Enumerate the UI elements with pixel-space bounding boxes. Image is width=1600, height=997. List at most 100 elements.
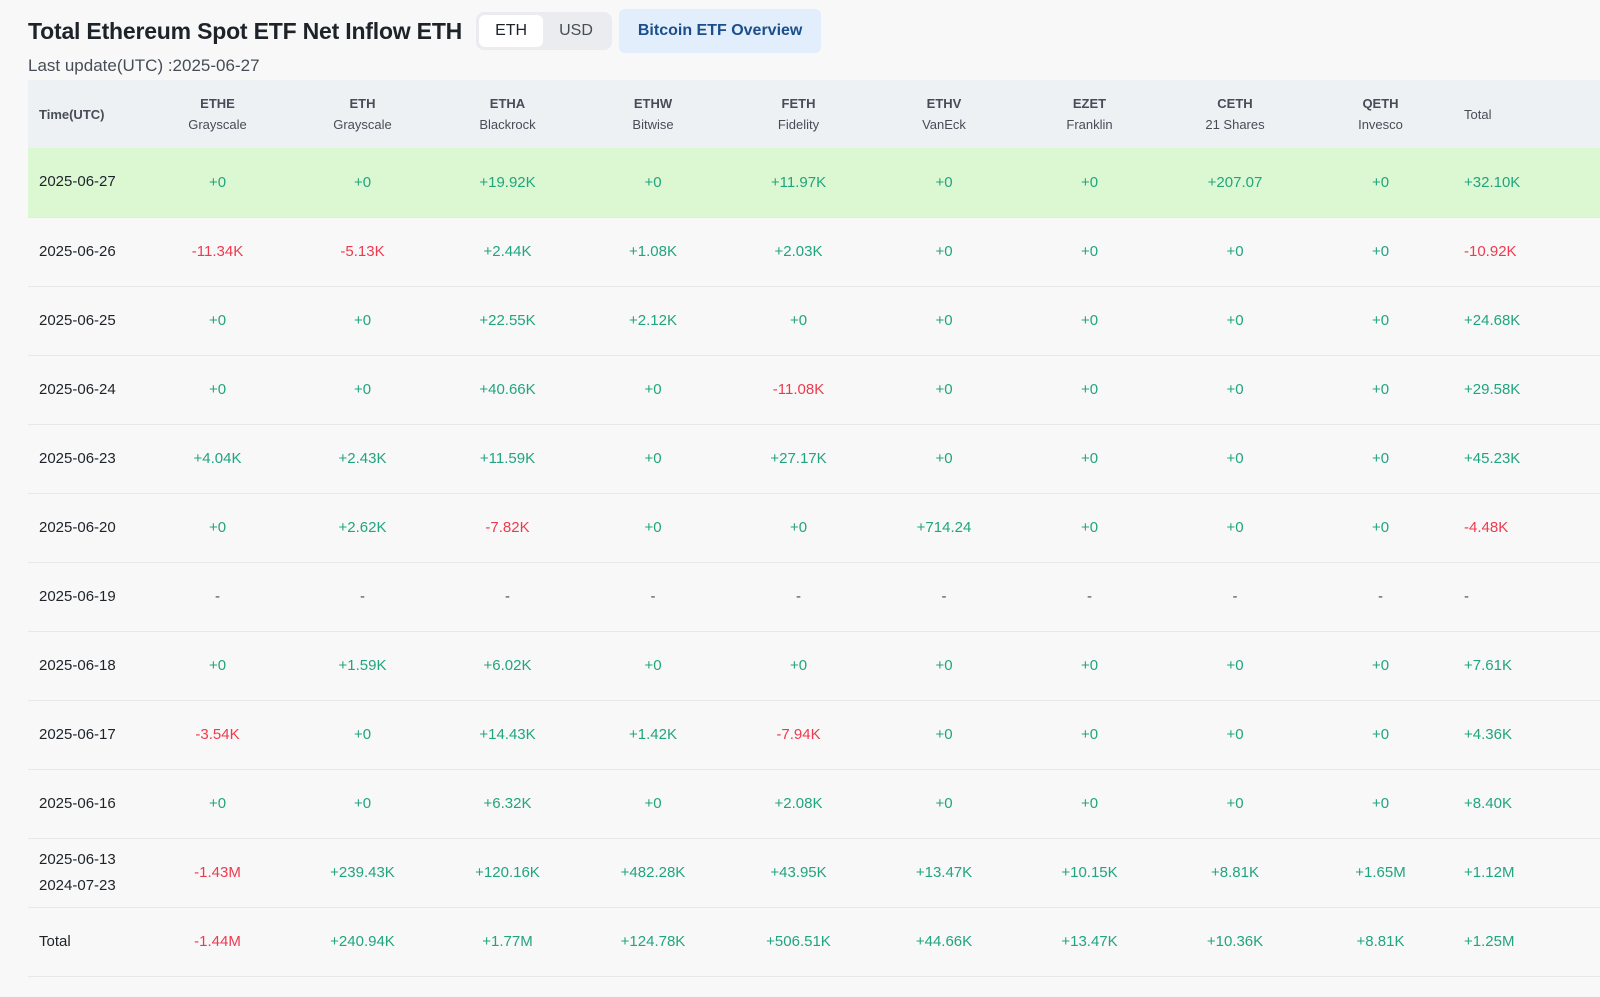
cell-ethw: +0	[644, 173, 662, 191]
row-date: 2025-06-17	[28, 700, 145, 769]
cell-ethv: +0	[935, 381, 953, 398]
cell-ethv: -	[941, 588, 947, 605]
cell-ethe: -11.34K	[191, 243, 244, 260]
bitcoin-etf-overview-button[interactable]: Bitcoin ETF Overview	[618, 9, 822, 53]
cell-ethv: +0	[935, 312, 953, 329]
cell-total: -4.48K	[1464, 519, 1509, 536]
page-title: Total Ethereum Spot ETF Net Inflow ETH	[28, 17, 463, 44]
row-date-text: 2025-06-16	[39, 794, 116, 812]
column-header-total: Total	[1464, 106, 1492, 122]
column-issuer: Invesco	[1358, 117, 1403, 132]
cell-ethe: +0	[208, 795, 227, 812]
column-header-ethw: ETHW Bitwise	[580, 80, 726, 148]
cell-ethv: +0	[935, 173, 953, 191]
cell-feth: +0	[789, 312, 808, 329]
cell-ezet: +0	[1080, 312, 1099, 329]
column-ticker: ETH	[349, 96, 376, 111]
cell-etha: +2.44K	[483, 243, 532, 260]
cell-ezet: +10.15K	[1061, 864, 1118, 881]
last-update-text: Last update(UTC) :2025-06-27	[28, 56, 260, 75]
column-issuer: Grayscale	[188, 117, 247, 132]
column-issuer: VanEck	[922, 117, 966, 132]
cell-qeth: +0	[1371, 243, 1390, 260]
table-row: 2025-06-13 2024-07-23 -1.43M +239.43K +120.1…	[28, 838, 1600, 907]
cell-qeth: +1.65M	[1355, 864, 1406, 881]
row-date: 2025-06-13 2024-07-23	[28, 838, 145, 907]
cell-ezet: +0	[1080, 657, 1099, 674]
column-issuer: Bitwise	[632, 117, 674, 132]
row-date: 2025-06-25	[28, 286, 145, 355]
cell-feth: +506.51K	[766, 933, 831, 950]
cell-ethe: -3.54K	[195, 726, 240, 743]
table-row: 2025-06-27 +0 +0 +19.92K +0 +11.97K +0 +0 +207.0…	[28, 148, 1600, 217]
table-header-row: Time(UTC) ETHE Grayscale ETH Grayscale ETHA B…	[28, 80, 1600, 148]
cell-etha: +120.16K	[475, 864, 540, 881]
cell-ethw: +2.12K	[629, 312, 677, 329]
cell-etha: +14.43K	[479, 726, 536, 743]
cell-feth: -7.94K	[776, 726, 821, 743]
cell-feth: -11.08K	[772, 381, 825, 398]
cell-ceth: +0	[1226, 657, 1244, 674]
cell-etha: +40.66K	[479, 381, 536, 398]
cell-feth: +2.03K	[774, 243, 823, 260]
cell-feth: +43.95K	[770, 864, 827, 881]
row-date: 2025-06-16	[28, 769, 145, 838]
cell-ethw: -	[650, 588, 656, 605]
table-row: 2025-06-23 +4.04K +2.43K +11.59K +0 +27.17K +0…	[28, 424, 1600, 493]
cell-etha: +1.77M	[482, 933, 533, 950]
row-date: 2025-06-19	[28, 562, 145, 631]
cell-etha: +6.32K	[483, 795, 532, 812]
cell-ceth: +0	[1226, 519, 1244, 536]
cell-ceth: -	[1232, 588, 1238, 605]
table-row: 2025-06-20 +0 +2.62K -7.82K +0 +0 +714.24 +0 +0 +…	[28, 493, 1600, 562]
cell-ethv: +44.66K	[915, 933, 973, 950]
cell-ethv: +0	[935, 450, 953, 467]
row-date-range-start: 2024-07-23	[39, 876, 116, 894]
cell-qeth: -	[1378, 588, 1383, 605]
cell-ethe: +0	[208, 312, 227, 329]
row-date-text: 2025-06-27	[39, 173, 116, 191]
cell-total: +24.68K	[1464, 312, 1521, 329]
cell-ethw: +0	[644, 381, 662, 398]
cell-ceth: +0	[1226, 381, 1244, 398]
row-date-text: 2025-06-19	[39, 587, 116, 605]
column-ticker: FETH	[781, 96, 816, 111]
column-issuer: 21 Shares	[1205, 117, 1265, 132]
cell-ceth: +207.07	[1207, 173, 1263, 191]
cell-total: -10.92K	[1464, 243, 1517, 260]
cell-total: +8.40K	[1464, 795, 1512, 812]
cell-total: -	[1464, 588, 1469, 605]
cell-ezet: +0	[1080, 519, 1099, 536]
cell-ethe: +0	[208, 381, 227, 398]
unit-toggle-eth[interactable]: ETH	[479, 15, 544, 47]
column-issuer: Blackrock	[479, 117, 536, 132]
etf-flow-table-container: Time(UTC) ETHE Grayscale ETH Grayscale ETHA B…	[28, 80, 1600, 977]
column-header-ceth: CETH 21 Shares	[1162, 80, 1308, 148]
cell-ezet: -	[1087, 588, 1092, 605]
cell-total: +29.58K	[1464, 381, 1521, 398]
cell-ethe: +0	[208, 173, 227, 191]
column-ticker: QETH	[1362, 96, 1399, 111]
title-row: Total Ethereum Spot ETF Net Inflow ETH E…	[28, 8, 1600, 54]
cell-ceth: +8.81K	[1211, 864, 1259, 881]
cell-etha: +19.92K	[479, 173, 536, 191]
unit-toggle-usd[interactable]: USD	[559, 22, 593, 39]
cell-ethw: +0	[644, 450, 662, 467]
cell-ethw: +124.78K	[620, 933, 686, 950]
cell-ezet: +0	[1080, 381, 1099, 398]
cell-ethv: +714.24	[916, 519, 972, 536]
cell-ceth: +0	[1226, 726, 1244, 743]
cell-ethw: +1.42K	[629, 726, 677, 743]
table-row: 2025-06-17 -3.54K +0 +14.43K +1.42K -7.94K +0 +…	[28, 700, 1600, 769]
cell-etha: +22.55K	[479, 312, 536, 329]
column-ticker: ETHA	[489, 96, 526, 111]
column-issuer: Fidelity	[777, 117, 820, 132]
row-date-text: 2025-06-26	[39, 242, 116, 260]
table-row: 2025-06-24 +0 +0 +40.66K +0 -11.08K +0 +0 +0 +0 +2…	[28, 355, 1600, 424]
cell-ceth: +0	[1226, 795, 1244, 812]
cell-ethw: +0	[644, 519, 662, 536]
column-header-qeth: QETH Invesco	[1308, 80, 1453, 148]
cell-ethe: -	[215, 588, 220, 605]
cell-feth: +0	[789, 657, 808, 674]
cell-ethv: +0	[935, 726, 953, 743]
